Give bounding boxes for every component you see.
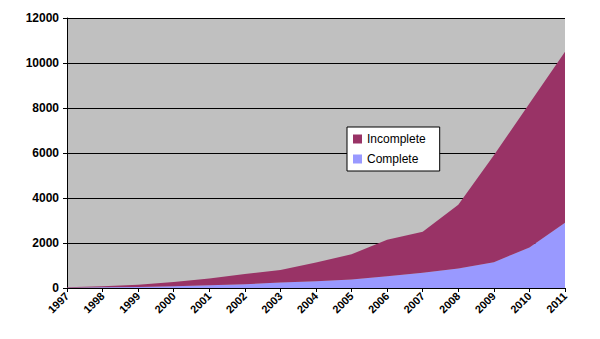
svg-text:2004: 2004: [294, 289, 320, 315]
svg-text:8000: 8000: [32, 101, 59, 115]
svg-text:12000: 12000: [26, 11, 60, 25]
svg-text:2006: 2006: [366, 290, 392, 316]
svg-text:2001: 2001: [188, 290, 214, 316]
svg-text:Complete: Complete: [367, 152, 419, 166]
svg-text:2007: 2007: [401, 290, 427, 316]
svg-text:1999: 1999: [117, 290, 143, 316]
svg-text:2005: 2005: [330, 290, 356, 316]
svg-text:1997: 1997: [45, 290, 71, 316]
svg-text:0: 0: [52, 281, 59, 295]
svg-text:Incomplete: Incomplete: [367, 132, 426, 146]
svg-text:2008: 2008: [437, 290, 463, 316]
svg-text:2000: 2000: [152, 290, 178, 316]
svg-text:2010: 2010: [508, 290, 534, 316]
svg-text:4000: 4000: [32, 191, 59, 205]
svg-text:2011: 2011: [544, 290, 569, 315]
svg-text:2002: 2002: [223, 290, 249, 316]
svg-text:2003: 2003: [259, 290, 285, 316]
svg-text:2000: 2000: [32, 236, 59, 250]
svg-text:10000: 10000: [26, 56, 60, 70]
svg-text:6000: 6000: [32, 146, 59, 160]
svg-text:2009: 2009: [472, 290, 498, 316]
svg-text:1998: 1998: [81, 290, 107, 316]
